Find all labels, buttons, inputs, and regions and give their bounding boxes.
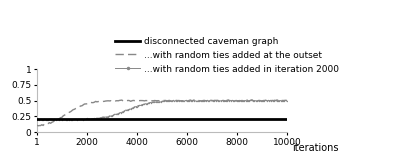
Text: iterations: iterations [291, 143, 338, 153]
Legend: disconnected caveman graph, ...with random ties added at the outset, ...with ran: disconnected caveman graph, ...with rand… [111, 33, 342, 77]
